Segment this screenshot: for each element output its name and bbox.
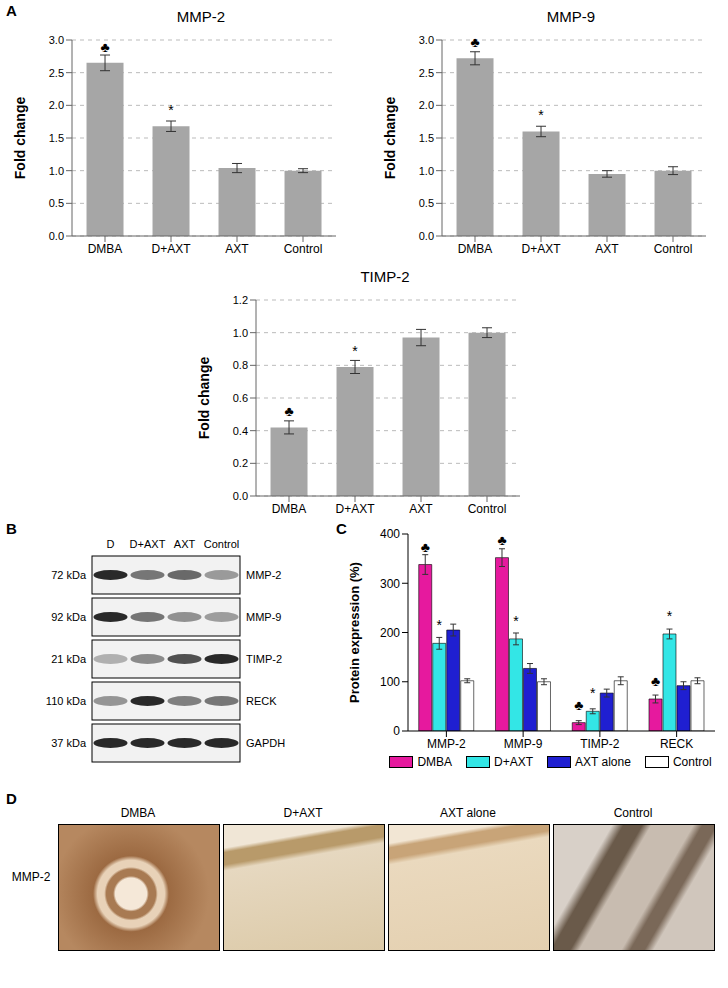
svg-text:AXT: AXT [595, 242, 619, 256]
svg-text:♣: ♣ [470, 34, 479, 50]
svg-text:0.5: 0.5 [419, 197, 434, 209]
svg-text:0.0: 0.0 [419, 230, 434, 242]
svg-text:AXT: AXT [174, 538, 196, 550]
html-text:Control: Control [613, 806, 653, 820]
html-text:AXT alone: AXT alone [575, 755, 631, 769]
html-text:Control: Control [672, 755, 712, 769]
html-text:D: D [6, 790, 17, 807]
svg-text:110 kDa: 110 kDa [46, 695, 87, 707]
svg-text:300: 300 [380, 577, 400, 591]
svg-text:1.2: 1.2 [233, 294, 248, 306]
svg-text:*: * [437, 617, 443, 633]
html-text:DMBA: DMBA [417, 755, 453, 769]
svg-text:DMBA: DMBA [272, 502, 307, 516]
svg-text:AXT: AXT [225, 242, 249, 256]
svg-text:0.0: 0.0 [49, 230, 64, 242]
svg-text:37 kDa: 37 kDa [51, 737, 87, 749]
html-text:TIMP-2: TIMP-2 [360, 268, 410, 285]
svg-text:2.0: 2.0 [49, 99, 64, 111]
svg-text:Fold change: Fold change [12, 97, 28, 180]
html-text:MMP-2: MMP-2 [11, 870, 51, 884]
svg-text:♣: ♣ [497, 532, 506, 548]
svg-text:♣: ♣ [100, 39, 109, 55]
svg-text:2.0: 2.0 [419, 99, 434, 111]
svg-text:♣: ♣ [421, 539, 430, 555]
html-text:D+AXT: D+AXT [283, 806, 323, 820]
svg-text:*: * [352, 343, 358, 359]
svg-text:Control: Control [284, 242, 323, 256]
svg-text:Control: Control [654, 242, 693, 256]
svg-text:0: 0 [393, 724, 400, 738]
svg-text:MMP-9: MMP-9 [504, 737, 543, 751]
svg-text:MMP-2: MMP-2 [427, 737, 466, 751]
html-text:DMBA: DMBA [120, 806, 156, 820]
svg-text:1.0: 1.0 [419, 165, 434, 177]
html-text:MMP-2: MMP-2 [176, 8, 226, 25]
svg-text:0.6: 0.6 [233, 392, 248, 404]
svg-text:1.0: 1.0 [233, 327, 248, 339]
svg-text:21 kDa: 21 kDa [51, 653, 87, 665]
svg-text:D+AXT: D+AXT [521, 242, 561, 256]
svg-text:*: * [667, 608, 673, 624]
svg-text:1.5: 1.5 [419, 132, 434, 144]
svg-text:D: D [107, 538, 115, 550]
svg-text:0.5: 0.5 [49, 197, 64, 209]
svg-text:0.0: 0.0 [233, 490, 248, 502]
html-text:C: C [336, 520, 347, 537]
svg-text:2.5: 2.5 [49, 67, 64, 79]
html-text:D+AXT: D+AXT [494, 755, 534, 769]
svg-text:*: * [538, 107, 544, 123]
svg-text:400: 400 [380, 527, 400, 541]
svg-text:2.5: 2.5 [419, 67, 434, 79]
svg-text:TIMP-2: TIMP-2 [580, 737, 620, 751]
svg-text:72 kDa: 72 kDa [51, 569, 87, 581]
svg-text:MMP-2: MMP-2 [246, 569, 281, 581]
svg-text:MMP-9: MMP-9 [246, 611, 281, 623]
svg-text:*: * [590, 685, 596, 701]
svg-text:♣: ♣ [574, 697, 583, 713]
svg-text:Fold change: Fold change [196, 357, 212, 440]
svg-text:*: * [513, 613, 519, 629]
svg-text:0.4: 0.4 [233, 425, 248, 437]
svg-text:Control: Control [468, 502, 507, 516]
svg-text:Control: Control [204, 538, 239, 550]
svg-text:AXT: AXT [409, 502, 433, 516]
svg-text:3.0: 3.0 [49, 34, 64, 46]
svg-text:Protein expression (%): Protein expression (%) [347, 562, 362, 703]
svg-text:♣: ♣ [284, 403, 293, 419]
svg-text:*: * [168, 102, 174, 118]
svg-text:100: 100 [380, 675, 400, 689]
svg-text:200: 200 [380, 626, 400, 640]
svg-text:0.2: 0.2 [233, 457, 248, 469]
html-text:B: B [6, 520, 17, 537]
html-text:A: A [6, 2, 17, 19]
svg-text:0.8: 0.8 [233, 359, 248, 371]
svg-text:DMBA: DMBA [458, 242, 493, 256]
svg-text:D+AXT: D+AXT [151, 242, 191, 256]
svg-text:3.0: 3.0 [419, 34, 434, 46]
svg-text:♣: ♣ [651, 673, 660, 689]
svg-text:RECK: RECK [246, 695, 277, 707]
svg-text:GAPDH: GAPDH [246, 737, 285, 749]
html-text:AXT alone: AXT alone [440, 806, 496, 820]
svg-text:1.5: 1.5 [49, 132, 64, 144]
svg-text:D+AXT: D+AXT [335, 502, 375, 516]
svg-text:D+AXT: D+AXT [130, 538, 166, 550]
svg-text:1.0: 1.0 [49, 165, 64, 177]
svg-text:RECK: RECK [660, 737, 693, 751]
svg-text:DMBA: DMBA [88, 242, 123, 256]
svg-text:92 kDa: 92 kDa [51, 611, 87, 623]
svg-text:TIMP-2: TIMP-2 [246, 653, 282, 665]
html-text:MMP-9: MMP-9 [546, 8, 596, 25]
svg-text:Fold change: Fold change [382, 97, 398, 180]
